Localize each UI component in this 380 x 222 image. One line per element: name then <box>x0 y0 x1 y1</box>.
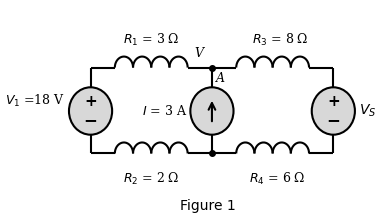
Text: $R_3$ = 8 Ω: $R_3$ = 8 Ω <box>252 32 308 48</box>
Circle shape <box>190 87 234 135</box>
Text: V: V <box>194 47 203 60</box>
Text: $R_2$ = 2 Ω: $R_2$ = 2 Ω <box>123 171 179 187</box>
Text: $V_1$ =18 V: $V_1$ =18 V <box>5 93 65 109</box>
Circle shape <box>312 87 355 135</box>
Text: +: + <box>84 95 97 109</box>
Text: −: − <box>84 111 98 129</box>
Text: −: − <box>326 111 340 129</box>
Text: $R_1$ = 3 Ω: $R_1$ = 3 Ω <box>123 32 179 48</box>
Text: $V_S$: $V_S$ <box>358 103 376 119</box>
Circle shape <box>69 87 112 135</box>
Text: A: A <box>215 71 225 85</box>
Text: Figure 1: Figure 1 <box>180 199 235 213</box>
Text: $I$ = 3 A: $I$ = 3 A <box>142 104 187 118</box>
Text: $R_4$ = 6 Ω: $R_4$ = 6 Ω <box>249 171 306 187</box>
Text: +: + <box>327 95 340 109</box>
